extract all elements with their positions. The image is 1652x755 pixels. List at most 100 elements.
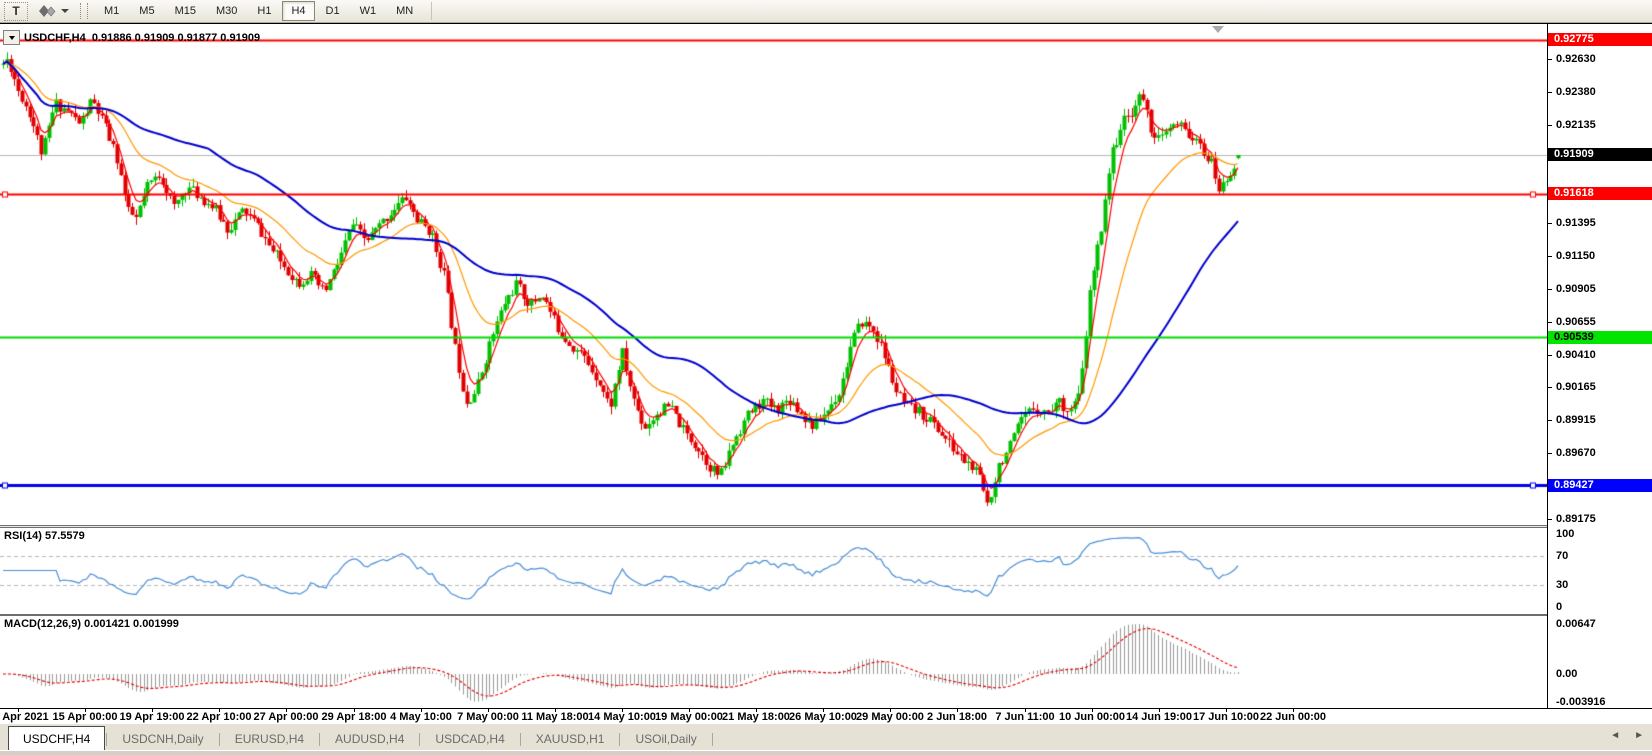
toolbar-grip (80, 3, 88, 19)
time-tick (286, 709, 287, 712)
time-tick (957, 709, 958, 712)
rsi-scale-label: 100 (1556, 528, 1575, 540)
time-tick (1025, 709, 1026, 712)
time-tick (354, 709, 355, 712)
chevron-down-icon (8, 35, 15, 40)
price-tick-label: 0.90655 (1556, 316, 1596, 328)
price-tick (1548, 355, 1552, 356)
timeframe-button-mn[interactable]: MN (396, 5, 414, 17)
time-tick (555, 709, 556, 712)
chart-tab-usdchf[interactable]: USDCHF,H4 (8, 726, 106, 750)
price-tick-label: 0.92135 (1556, 119, 1596, 131)
price-tick (1548, 519, 1552, 520)
symbol-dropdown-button[interactable] (3, 30, 20, 45)
price-tick (1548, 289, 1552, 290)
time-axis-label: 2 Jun 18:00 (927, 711, 987, 723)
chart-tab-audusd[interactable]: AUDUSD,H4 (335, 732, 405, 746)
timeframe-button-w1[interactable]: W1 (359, 5, 377, 17)
price-level-label: 0.91909 (1548, 148, 1652, 161)
time-tick (890, 709, 891, 712)
time-tick (1159, 709, 1160, 712)
drawing-tools-dropdown[interactable] (59, 3, 70, 20)
time-axis-label: 19 May 00:00 (655, 711, 723, 723)
time-axis-label: 10 Jun 00:00 (1058, 711, 1126, 723)
price-tick (1548, 256, 1552, 257)
price-scale[interactable]: 0.92630 0.92380 0.92135 0.91395 0.91150 0.909… (1547, 24, 1652, 708)
time-tick (488, 709, 489, 712)
price-level-label: 0.90539 (1548, 331, 1652, 344)
chart-scroll-position-marker (1212, 26, 1224, 33)
timeframe-button-d1[interactable]: D1 (325, 5, 340, 17)
time-tick (1293, 709, 1294, 712)
price-tick-label: 0.90410 (1556, 349, 1596, 361)
chevron-down-icon (60, 9, 69, 13)
rsi-scale-label: 0 (1556, 601, 1563, 613)
rsi-scale-label: 70 (1556, 550, 1569, 562)
timeframe-button-m1[interactable]: M1 (104, 5, 120, 17)
price-level-label: 0.89427 (1548, 479, 1652, 492)
chart-tab-usdcad[interactable]: USDCAD,H4 (435, 732, 505, 746)
time-tick (421, 709, 422, 712)
time-axis-label: 15 Apr 00:00 (52, 711, 118, 723)
macd-panel-canvas[interactable] (0, 616, 1547, 708)
price-tick-label: 0.92630 (1556, 53, 1596, 65)
time-tick (1092, 709, 1093, 712)
panel-separator[interactable] (0, 614, 1652, 616)
time-axis-label: 7 May 00:00 (457, 711, 519, 723)
rsi-panel-canvas[interactable] (0, 528, 1547, 614)
main-chart-canvas[interactable] (0, 24, 1547, 525)
chart-tab-bar: USDCHF,H4 USDCNH,Daily EURUSD,H4 AUDUSD,H4 U… (0, 723, 1652, 750)
tab-separator (319, 733, 321, 746)
time-tick (152, 709, 153, 712)
tab-separator (519, 733, 521, 746)
drawing-tools-icon[interactable] (38, 3, 58, 20)
timeframe-button-m15[interactable]: M15 (174, 5, 196, 17)
time-axis-label: 17 Jun 10:00 (1192, 711, 1260, 723)
tab-scroll-right-icon[interactable]: ► (1634, 730, 1644, 741)
tabs-holder: USDCHF,H4 USDCNH,Daily EURUSD,H4 AUDUSD,H4 U… (0, 724, 714, 750)
time-tick (756, 709, 757, 712)
time-tick (622, 709, 623, 712)
chart-tab-xauusd[interactable]: XAUUSD,H1 (535, 732, 605, 746)
time-axis-label: 19 Apr 19:00 (119, 711, 185, 723)
price-level-label: 0.92775 (1548, 33, 1652, 46)
macd-scale-label: 0.00647 (1556, 618, 1596, 630)
rsi-indicator-label: RSI(14) 57.5579 (4, 530, 85, 542)
text-tool-button[interactable]: T (4, 1, 28, 21)
price-tick-label: 0.91395 (1556, 217, 1596, 229)
price-tick (1548, 92, 1552, 93)
timeframe-button-m5[interactable]: M5 (139, 5, 155, 17)
tab-separator (619, 733, 621, 746)
time-axis-label: 22 Jun 00:00 (1259, 711, 1327, 723)
diamonds-icon (39, 5, 56, 17)
price-tick-label: 0.89175 (1556, 513, 1596, 525)
time-tick (823, 709, 824, 712)
chart-tab-usdcnh[interactable]: USDCNH,Daily (122, 732, 204, 746)
price-tick (1548, 125, 1552, 126)
price-tick-label: 0.89670 (1556, 447, 1596, 459)
chart-tab-eurusd[interactable]: EURUSD,H4 (234, 732, 305, 746)
time-axis-label: 4 May 10:00 (390, 711, 452, 723)
tab-separator (106, 733, 108, 746)
toolbar-separator (431, 2, 433, 20)
time-axis-label: 27 Apr 00:00 (253, 711, 319, 723)
time-tick (18, 709, 19, 712)
time-axis-label: 14 May 10:00 (588, 711, 656, 723)
timeframe-button-m30[interactable]: M30 (215, 5, 238, 17)
price-tick-label: 0.92380 (1556, 86, 1596, 98)
price-level-label: 0.91618 (1548, 187, 1652, 200)
timeframe-button-h4[interactable]: H4 (282, 1, 315, 21)
timeframe-button-h1[interactable]: H1 (257, 5, 272, 17)
tab-scroll-left-icon[interactable]: ◄ (1610, 730, 1621, 741)
macd-indicator-label: MACD(12,26,9) 0.001421 0.001999 (4, 618, 179, 630)
time-tick (1226, 709, 1227, 712)
tab-scroll-buttons: ◄ ► (1610, 730, 1644, 741)
time-axis-label: 29 May 00:00 (856, 711, 924, 723)
panel-separator[interactable] (0, 525, 1652, 528)
price-tick (1548, 223, 1552, 224)
time-tick (689, 709, 690, 712)
time-axis-label: 12 Apr 2021 (0, 711, 49, 723)
chart-tab-usoil[interactable]: USOil,Daily (635, 732, 697, 746)
time-axis-label: 21 May 18:00 (722, 711, 790, 723)
